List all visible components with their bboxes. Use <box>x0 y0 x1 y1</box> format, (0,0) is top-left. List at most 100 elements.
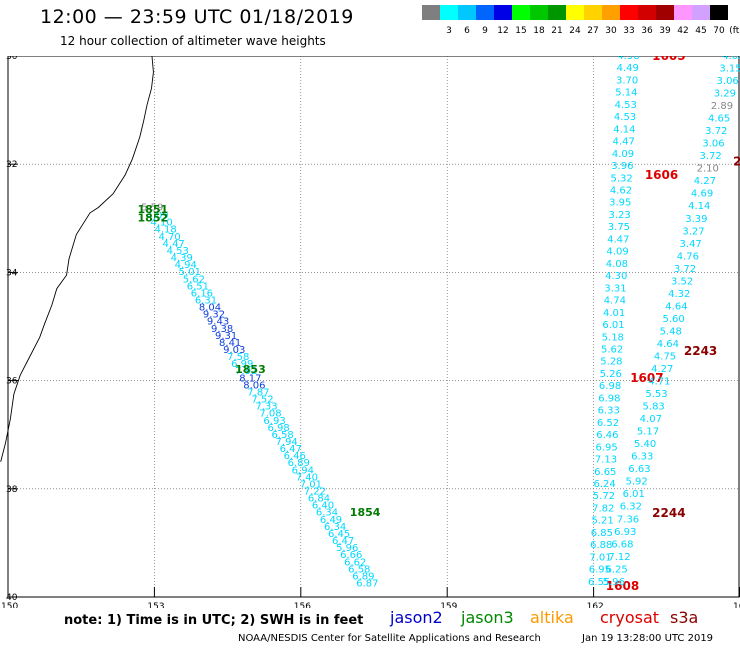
wave-height-label: 6.32 <box>620 502 642 513</box>
wave-height-label: 7.58 <box>227 352 249 363</box>
wave-height-label: 3.70 <box>616 75 638 86</box>
wave-height-label: 7.87 <box>247 387 269 398</box>
wave-height-label: 6.51 <box>187 281 209 292</box>
wave-height-label: 4.58 <box>617 56 639 62</box>
legend-label: 9 <box>482 26 488 36</box>
wave-height-label: 6.16 <box>191 288 213 299</box>
wave-height-label: 5.26 <box>600 369 622 380</box>
wave-height-label: 6.46 <box>596 430 618 441</box>
wave-height-label: 6.33 <box>631 452 653 463</box>
legend-label: 33 <box>623 26 635 36</box>
wave-height-label: 7.82 <box>592 503 614 514</box>
wave-height-label: 6.66 <box>340 550 362 561</box>
wave-height-label: 3.06 <box>702 139 724 150</box>
wave-height-label: 5.62 <box>183 274 205 285</box>
wave-height-label: 6.49 <box>320 515 342 526</box>
legend-swatch <box>602 5 620 20</box>
wave-height-label: 6.52 <box>597 418 619 429</box>
lon-label: 165 <box>733 602 740 608</box>
wave-height-label: 6.89 <box>288 458 310 469</box>
wave-height-label: 2.10 <box>697 164 719 175</box>
wave-height-label: 3.75 <box>608 222 630 233</box>
pass-time-label: 1854 <box>350 506 381 519</box>
wave-height-label: 4.27 <box>694 176 716 187</box>
wave-height-label: 9.31 <box>215 331 237 342</box>
legend-label: 45 <box>695 26 707 36</box>
wave-height-label: 5.17 <box>637 427 659 438</box>
legend-swatch <box>710 5 728 20</box>
wave-height-label: 6.95 <box>596 442 618 453</box>
legend-label: 3 <box>446 26 452 36</box>
wave-height-label: 5.72 <box>593 491 615 502</box>
wave-height-label: 5.18 <box>602 332 624 343</box>
wave-height-label: 4.74 <box>604 296 626 307</box>
wave-height-label: 7.36 <box>617 514 639 525</box>
wave-height-label: 6.63 <box>628 464 650 475</box>
legend-label: 36 <box>641 26 653 36</box>
wave-height-label: 6.47 <box>280 444 302 455</box>
pass-time-label: 1606 <box>645 168 678 182</box>
wave-height-label: 4.27 <box>651 364 673 375</box>
wave-height-label: 6.89 <box>352 571 374 582</box>
wave-height-label: 5.32 <box>611 173 633 184</box>
wave-height-label: 6.93 <box>263 416 285 427</box>
legend-label: 24 <box>569 26 581 36</box>
wave-height-label: 6.25 <box>606 564 628 575</box>
wave-height-label: 6.01 <box>623 489 645 500</box>
wave-height-label: 3.06 <box>717 76 739 87</box>
legend-swatch <box>422 5 440 20</box>
legend-label: 30 <box>605 26 617 36</box>
wave-height-label: 4.32 <box>668 289 690 300</box>
legend-unit: (ft) <box>729 26 740 36</box>
wave-height-label: 6.98 <box>599 381 621 392</box>
wave-height-label: 7.01 <box>589 552 611 563</box>
wave-height-label: 4.09 <box>606 247 628 258</box>
wave-height-label: 4.75 <box>654 351 676 362</box>
wave-height-label: 6.98 <box>267 423 289 434</box>
footer-note: note: 1) Time is in UTC; 2) SWH is in fe… <box>64 613 364 628</box>
legend-label: 70 <box>713 26 725 36</box>
wave-height-label: 4.02 <box>722 56 740 62</box>
wave-height-label: 6.87 <box>356 578 378 589</box>
wave-height-label: 3.15 <box>719 64 740 75</box>
legend-label: 21 <box>551 26 563 36</box>
wave-height-label: 7.52 <box>251 395 273 406</box>
wave-height-label: 9.43 <box>207 317 229 328</box>
wave-height-label: 4.39 <box>171 253 193 264</box>
wave-height-label: 4.47 <box>613 137 635 148</box>
pass-time-label: 2244 <box>652 506 685 520</box>
wave-height-label: 4.71 <box>648 377 670 388</box>
wave-height-label: 4.64 <box>657 339 679 350</box>
wave-height-label: 4.18 <box>154 225 176 236</box>
wave-height-label: 6.99 <box>231 359 253 370</box>
wave-height-label: 7.01 <box>300 479 322 490</box>
pass-time-label: 1852 <box>138 211 169 224</box>
wave-height-label: 6.62 <box>344 557 366 568</box>
legend-swatch <box>458 5 476 20</box>
wave-height-label: 4.08 <box>606 259 628 270</box>
wave-height-label: 6.84 <box>308 494 330 505</box>
pass-time-label: 1853 <box>235 363 266 376</box>
credit-line: NOAA/NESDIS Center for Satellite Applica… <box>238 633 541 644</box>
wave-height-label: 8.17 <box>239 373 261 384</box>
lat-label: 30 <box>6 56 18 62</box>
wave-height-label: 6.24 <box>593 479 615 490</box>
legend-swatch <box>512 5 530 20</box>
wave-height-label: 3.95 <box>609 198 631 209</box>
chart-subtitle: 12 hour collection of altimeter wave hei… <box>60 34 326 48</box>
satellite-jason2: jason2 <box>390 608 443 627</box>
legend-label: 12 <box>497 26 509 36</box>
wave-height-label: 5.83 <box>643 402 665 413</box>
legend-swatch <box>440 5 458 20</box>
wave-height-label: 3.96 <box>611 161 633 172</box>
wave-height-label: 4.64 <box>665 301 687 312</box>
legend-swatch <box>530 5 548 20</box>
legend-swatch <box>656 5 674 20</box>
lat-label: 40 <box>6 593 18 603</box>
legend-label: 27 <box>587 26 599 36</box>
wave-height-label: 6.58 <box>271 430 293 441</box>
wave-height-label: 4.49 <box>617 63 639 74</box>
pass-time-label: 2243 <box>684 344 717 358</box>
wave-height-label: 4.53 <box>615 100 637 111</box>
wave-height-label: 6.98 <box>598 393 620 404</box>
